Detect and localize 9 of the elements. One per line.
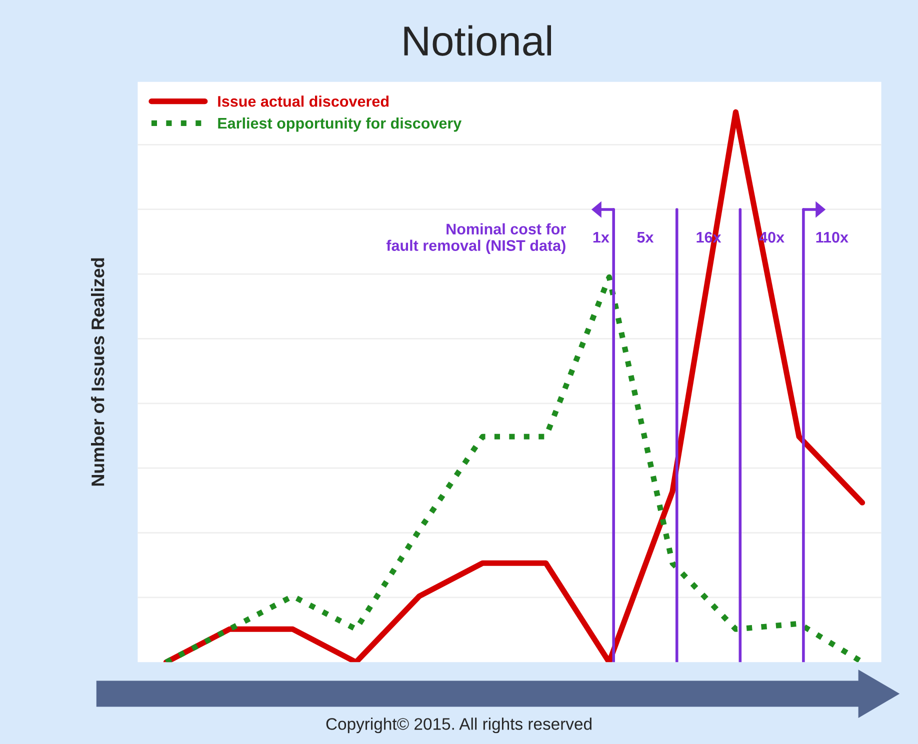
text: Copyright© 2015. All rights reserved [326, 718, 592, 734]
annotation: 1x [593, 232, 610, 243]
annotation: 5x [637, 232, 654, 243]
legend-label: Earliest opportunity for discovery [218, 117, 462, 132]
annotation: 110x [816, 232, 848, 243]
legend-label: Issue actual discovered [218, 96, 389, 107]
y-axis-title: Number of Issues Realized [91, 258, 104, 486]
annotation: Nominal cost for fault removal (NIST data) [386, 223, 566, 254]
chart-title: Notional [404, 25, 552, 56]
